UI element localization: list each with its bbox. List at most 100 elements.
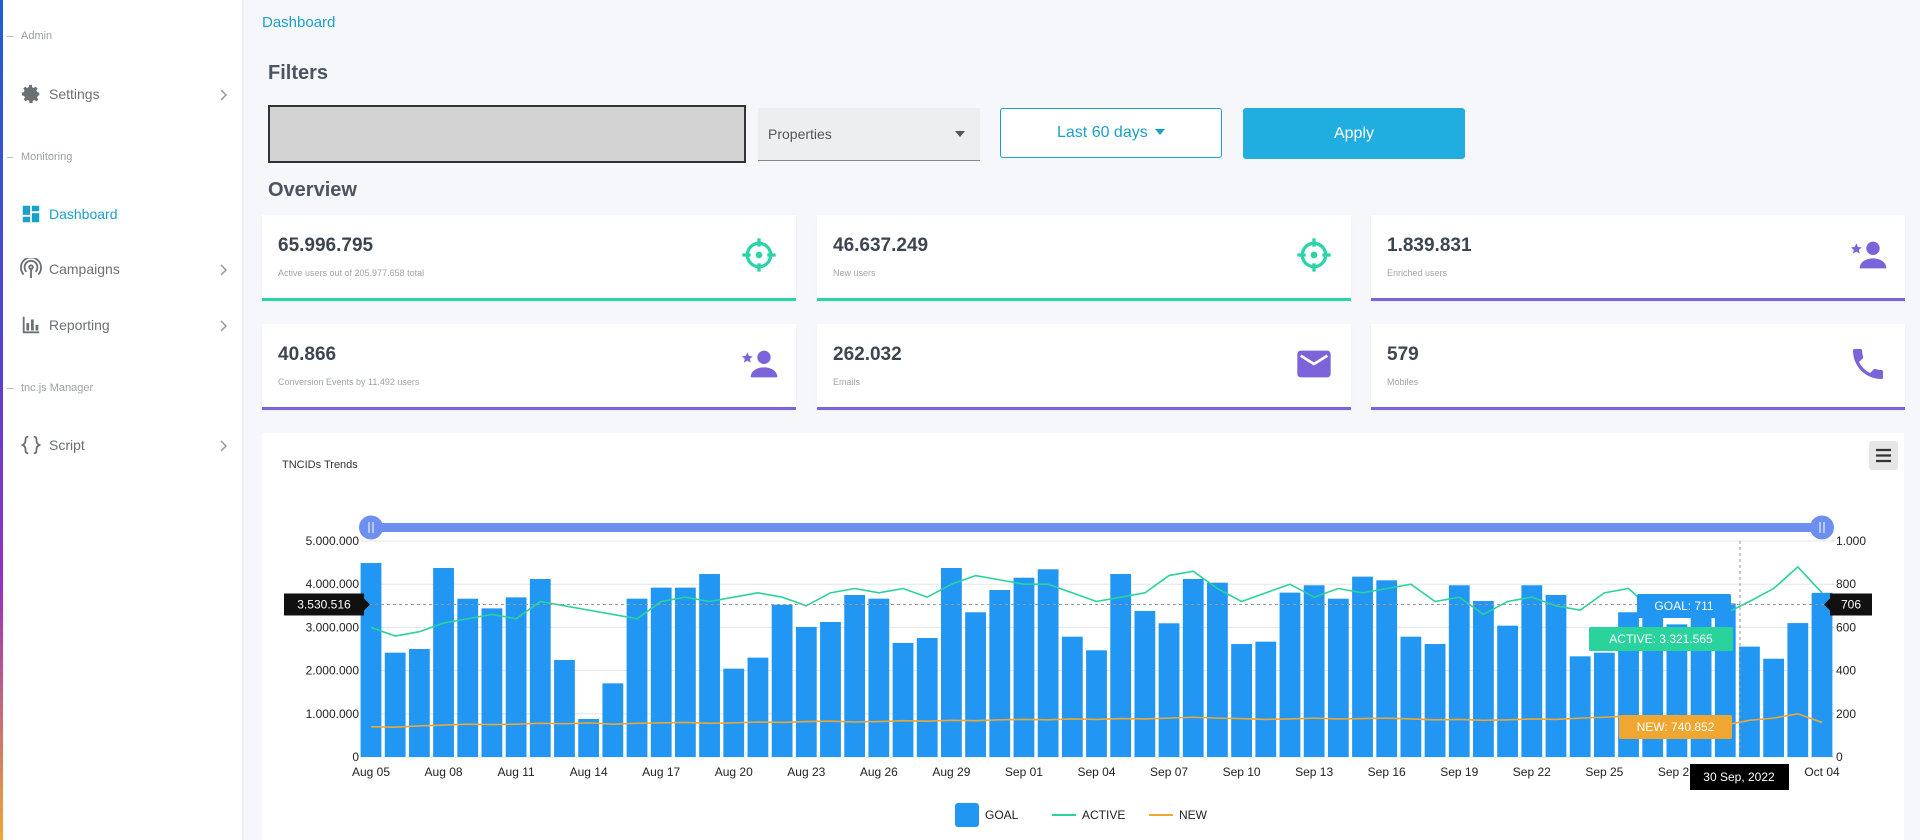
bar <box>1497 625 1519 757</box>
x-tick-label: Aug 05 <box>352 765 390 779</box>
campaigns-icon <box>20 258 42 279</box>
crosshair-label: 3.530.516 <box>297 597 351 611</box>
target-icon <box>1297 238 1331 272</box>
date-range-label: Last 60 days <box>1057 124 1148 141</box>
y-tick-label: 0 <box>352 750 359 764</box>
sidebar: Admin Settings Monitoring Dashboard Camp… <box>0 0 242 840</box>
stat-value: 46.637.249 <box>833 235 929 256</box>
chart-menu[interactable] <box>1869 441 1898 470</box>
y-tick-label: 1.000.000 <box>306 707 360 721</box>
bar <box>1787 623 1809 757</box>
line <box>370 565 1823 637</box>
y2-tick-label: 1.000 <box>1836 534 1866 548</box>
bar <box>1424 644 1446 757</box>
x-tick-label: Aug 26 <box>860 765 898 779</box>
overview-title: Overview <box>268 179 357 201</box>
y2-tick-label: 800 <box>1836 577 1856 591</box>
tooltip-date: 30 Sep, 2022 <box>1703 770 1775 784</box>
slider-handle[interactable] <box>1810 515 1834 540</box>
breadcrumb[interactable]: Dashboard <box>262 14 336 31</box>
x-tick-label: Sep 07 <box>1150 765 1188 779</box>
apply-button[interactable]: Apply <box>1243 108 1465 159</box>
stat-card: 1.839.831 Enriched users <box>1371 215 1905 301</box>
y-tick-label: 4.000.000 <box>306 577 360 591</box>
settings-icon <box>21 84 40 104</box>
stat-value: 65.996.795 <box>278 235 374 256</box>
crosshair-label-bg <box>284 593 364 616</box>
bar <box>1739 646 1760 757</box>
chevron <box>220 264 228 276</box>
bar <box>578 718 600 757</box>
reporting-icon <box>22 316 40 334</box>
dashboard-icon <box>22 205 40 223</box>
bar <box>1569 656 1591 757</box>
stat-value: 40.866 <box>278 344 337 365</box>
crosshair-label-arrow <box>1824 598 1830 611</box>
tooltip-box <box>1589 627 1733 651</box>
x-tick-label: Sep 04 <box>1077 765 1115 779</box>
select-arrow <box>955 131 965 137</box>
filter-input[interactable] <box>268 105 746 163</box>
stat-card: 65.996.795 Active users out of 205.977.6… <box>262 215 796 301</box>
nav-item[interactable]: Script <box>49 437 85 453</box>
nav-item[interactable]: Dashboard <box>49 206 118 222</box>
stat-card: 579 Mobiles <box>1371 324 1905 410</box>
stat-caption: Mobiles <box>1387 377 1419 387</box>
phone-icon <box>1853 349 1883 379</box>
bar <box>941 568 962 757</box>
bar <box>1811 592 1833 757</box>
tooltip-box <box>1619 715 1732 739</box>
chevron <box>220 320 228 332</box>
stat-value: 579 <box>1387 344 1419 365</box>
bar <box>723 668 745 757</box>
nav-item[interactable]: Reporting <box>49 317 110 333</box>
bar <box>965 612 986 757</box>
bar <box>674 587 696 757</box>
crosshair-label-bg <box>1830 593 1872 616</box>
tooltip-line: NEW: 740.852 <box>1637 720 1715 734</box>
y2-tick-label: 400 <box>1836 664 1856 678</box>
target-icon <box>742 238 776 272</box>
nav-item[interactable]: Settings <box>49 86 100 102</box>
stat-caption: Enriched users <box>1387 268 1448 278</box>
legend-swatch <box>955 803 979 827</box>
crosshair-label-arrow <box>364 598 370 611</box>
select-label: Properties <box>768 126 832 142</box>
bar <box>1376 580 1398 757</box>
line <box>370 712 1823 728</box>
sidebar-stripe <box>0 0 3 840</box>
y-tick-label: 5.000.000 <box>306 534 360 548</box>
y-tick-label: 3.000.000 <box>306 620 360 634</box>
stat-value: 1.839.831 <box>1387 235 1472 256</box>
stat-card: 46.637.249 New users <box>817 215 1351 301</box>
chevron <box>220 440 228 452</box>
user-star-icon <box>1850 241 1887 269</box>
x-tick-label: Aug 08 <box>425 765 463 779</box>
tooltip-line: GOAL: 711 <box>1654 599 1713 613</box>
date-range-button[interactable]: Last 60 days <box>1000 108 1222 158</box>
bar <box>384 652 406 757</box>
nav-item[interactable]: Campaigns <box>49 261 120 277</box>
chart: TNCIDs Trends 0 1.000.000 2.000.000 3.000.0… <box>262 433 1904 840</box>
x-tick-label: Aug 17 <box>642 765 680 779</box>
y2-tick-label: 600 <box>1836 620 1856 634</box>
legend-label: GOAL <box>985 808 1019 822</box>
stat-caption: Conversion Events by 11.492 users <box>278 377 420 387</box>
bar <box>602 683 624 757</box>
slider-handle[interactable] <box>359 515 383 540</box>
bar <box>1255 641 1277 757</box>
bar <box>626 598 648 757</box>
bar <box>1327 598 1349 757</box>
stat-caption: New users <box>833 268 876 278</box>
bar <box>795 626 817 757</box>
bar <box>481 608 503 757</box>
properties-select[interactable]: Properties <box>758 108 980 161</box>
bar <box>529 579 551 757</box>
x-tick-label: Sep 28 <box>1658 765 1696 779</box>
section-label: Monitoring <box>6 151 73 163</box>
range-slider[interactable] <box>371 523 1822 532</box>
bar <box>1182 579 1204 757</box>
stat-value: 262.032 <box>833 344 902 365</box>
chart-title: TNCIDs Trends <box>282 459 358 471</box>
